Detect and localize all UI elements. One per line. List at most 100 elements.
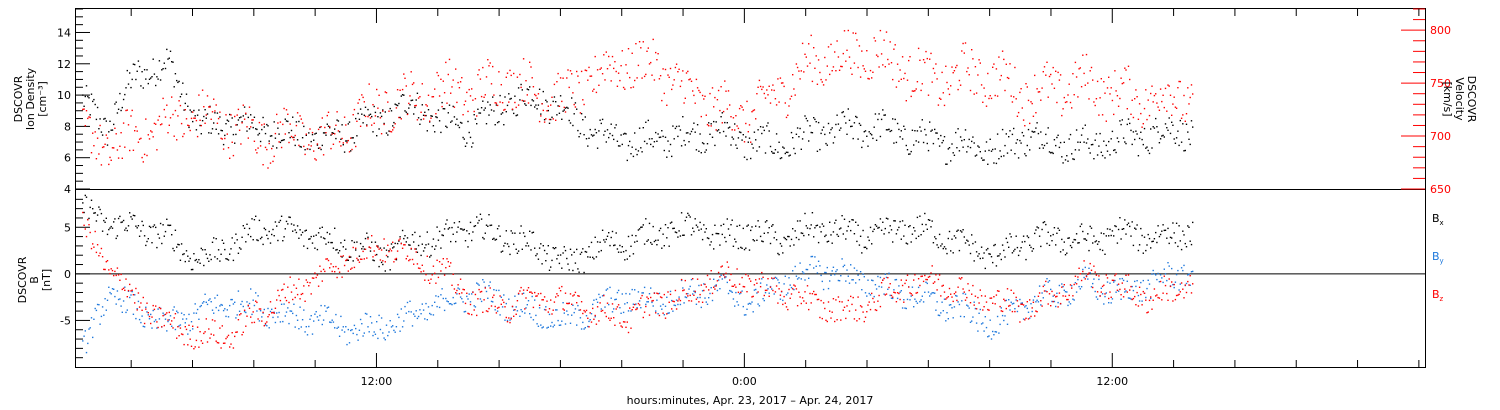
bz-point	[515, 313, 517, 315]
bz-point	[448, 265, 451, 267]
density-point	[243, 106, 246, 108]
bx-point	[1105, 235, 1107, 237]
density-point	[342, 144, 344, 146]
velocity-point	[706, 123, 709, 126]
bz-point	[389, 248, 391, 250]
by-point	[900, 290, 902, 292]
velocity-point	[276, 113, 278, 116]
density-point	[800, 148, 802, 150]
velocity-point	[899, 69, 901, 71]
velocity-point	[480, 95, 483, 98]
bz-point	[1180, 282, 1183, 284]
density-point	[1137, 155, 1140, 157]
by-point	[599, 296, 601, 299]
density-point	[830, 128, 832, 131]
bx-point	[140, 230, 142, 232]
density-point	[632, 155, 635, 158]
bz-point	[734, 284, 736, 286]
by-point	[752, 311, 754, 313]
velocity-point	[494, 102, 496, 104]
bz-point	[963, 291, 965, 293]
density-point	[471, 146, 473, 148]
bx-point	[568, 269, 570, 271]
density-point	[919, 126, 921, 128]
by-point	[294, 326, 296, 328]
velocity-point	[1184, 120, 1186, 122]
bx-point	[732, 245, 735, 247]
bz-point	[266, 321, 268, 323]
bx-point	[1145, 249, 1147, 252]
bx-point	[875, 225, 878, 227]
density-point	[1190, 120, 1193, 122]
bz-point	[1111, 279, 1114, 281]
bz-point	[750, 280, 752, 282]
bx-point	[1171, 237, 1173, 239]
by-point	[638, 300, 641, 302]
density-point	[109, 120, 111, 122]
velocity-point	[385, 92, 388, 94]
velocity-point	[135, 126, 137, 128]
bz-point	[874, 309, 877, 311]
by-point	[122, 300, 125, 302]
bz-point	[710, 270, 712, 272]
bx-point	[225, 258, 227, 260]
by-point	[636, 307, 638, 309]
density-point	[157, 78, 159, 80]
by-point	[1071, 285, 1073, 287]
by-point	[968, 307, 970, 309]
velocity-point	[143, 153, 146, 156]
velocity-point	[510, 74, 512, 77]
by-point	[1046, 278, 1048, 280]
bz-point	[285, 299, 288, 302]
bz-point	[648, 314, 651, 316]
bz-point	[262, 311, 264, 314]
bz-point	[634, 303, 636, 306]
velocity-point	[878, 66, 880, 68]
bx-point	[611, 230, 614, 233]
bx-point	[98, 206, 100, 208]
velocity-point	[106, 137, 109, 139]
bz-point	[582, 312, 584, 315]
bx-point	[253, 219, 256, 221]
bz-point	[143, 322, 146, 325]
bx-point	[800, 232, 802, 234]
velocity-point	[775, 104, 778, 106]
by-point	[236, 314, 238, 316]
velocity-point	[634, 79, 636, 82]
bx-point	[1173, 232, 1175, 234]
bx-point	[580, 251, 583, 254]
velocity-point	[885, 31, 888, 33]
velocity-point	[866, 50, 868, 52]
bx-point	[259, 237, 262, 240]
density-point	[629, 140, 631, 143]
velocity-point	[924, 61, 926, 64]
density-point	[411, 99, 414, 101]
velocity-point	[541, 103, 543, 105]
by-point	[504, 319, 506, 321]
by-point	[458, 288, 461, 290]
bx-point	[545, 260, 547, 262]
bx-point	[1185, 246, 1188, 248]
bx-point	[141, 220, 143, 223]
bz-point	[211, 319, 214, 321]
density-point	[129, 72, 131, 74]
velocity-point	[311, 131, 314, 134]
by-point	[355, 327, 357, 330]
density-point	[158, 60, 161, 62]
bz-point	[272, 311, 274, 314]
velocity-point	[1110, 87, 1112, 89]
velocity-point	[789, 98, 791, 100]
density-point	[1001, 128, 1004, 131]
bz-point	[904, 282, 906, 285]
velocity-point	[126, 109, 128, 111]
velocity-point	[555, 119, 557, 121]
bz-point	[825, 319, 827, 321]
density-point	[564, 107, 567, 109]
bz-point	[724, 276, 726, 278]
by-point	[663, 314, 665, 316]
by-point	[257, 295, 259, 297]
by-point	[1055, 305, 1057, 308]
bx-point	[116, 235, 119, 237]
by-point	[552, 326, 554, 328]
by-point	[727, 292, 730, 295]
